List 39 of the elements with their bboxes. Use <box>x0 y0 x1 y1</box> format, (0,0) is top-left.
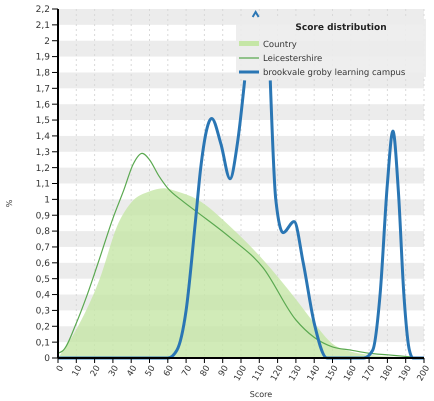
x-tick-label: 20 <box>88 364 103 378</box>
legend-label: Country <box>263 40 297 50</box>
y-tick-label: 0,3 <box>36 306 50 317</box>
y-tick-label: 1,1 <box>36 180 50 190</box>
y-tick-label: 0,2 <box>36 322 50 332</box>
x-tick-label: 0 <box>54 364 66 374</box>
x-tick-label: 40 <box>125 364 140 378</box>
y-tick-label: 0,7 <box>36 243 50 254</box>
legend-title: Score distribution <box>295 23 387 33</box>
y-tick-label: 0,6 <box>36 258 50 269</box>
y-tick-label: 1,5 <box>36 116 50 126</box>
y-tick-label: 1,4 <box>36 132 50 142</box>
y-tick-label: 0,4 <box>36 290 50 301</box>
x-tick-label: 10 <box>70 364 84 378</box>
x-tick-label: 90 <box>216 364 231 378</box>
y-tick-label: 1 <box>44 196 50 206</box>
y-tick-label: 2 <box>44 36 50 47</box>
y-tick-label: 0,5 <box>36 274 50 285</box>
y-tick-label: 2,1 <box>36 21 50 32</box>
x-tick-label: 80 <box>198 364 213 378</box>
x-tick-label: 30 <box>107 364 122 378</box>
y-tick-label: 1,9 <box>36 52 50 63</box>
y-tick-label: 1,8 <box>36 68 50 79</box>
y-tick-label: 1,2 <box>36 164 50 174</box>
legend-label: Leicestershire <box>263 54 322 64</box>
x-tick-label: 50 <box>144 364 158 378</box>
x-axis-title: Score <box>250 390 272 399</box>
y-axis-title: % <box>5 199 14 208</box>
y-tick-label: 1,3 <box>36 148 50 158</box>
y-tick-label: 0 <box>44 354 50 364</box>
y-tick-label: 1,6 <box>36 100 50 110</box>
y-tick-label: 0,9 <box>36 211 50 222</box>
y-tick-label: 2,2 <box>36 5 50 16</box>
x-tick-label: 60 <box>162 364 176 378</box>
x-tick-label: 70 <box>180 364 194 378</box>
y-tick-label: 0,1 <box>36 338 50 348</box>
y-tick-label: 0,8 <box>36 227 50 238</box>
legend-label: brookvale groby learning campus <box>263 68 406 78</box>
y-tick-label: 1,7 <box>36 84 50 94</box>
